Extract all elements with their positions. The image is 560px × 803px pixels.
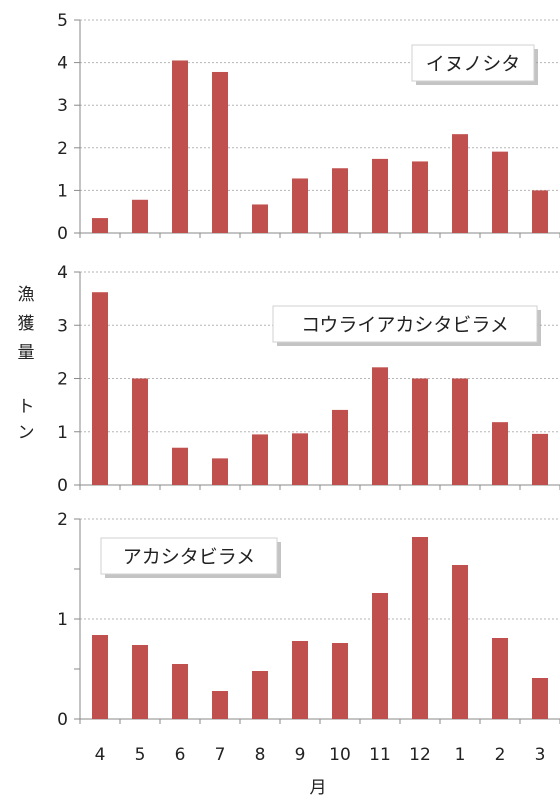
x-tick-label: 7 [215,745,226,765]
x-tick-label: 12 [409,745,431,765]
y-tick-label: 4 [57,54,68,74]
bar-1 [452,378,468,485]
y-tick-label: 0 [57,476,68,496]
bar-11 [372,593,388,719]
x-tick-label: 6 [175,745,186,765]
panel-title: コウライアカシタビラメ [301,314,509,336]
y-tick-label: 0 [57,224,68,244]
bar-10 [332,409,348,485]
bar-6 [172,447,188,485]
y-axis-label-char: ト [18,397,35,417]
bar-8 [252,671,268,719]
x-tick-label: 9 [295,745,306,765]
bar-3 [532,190,548,233]
bar-9 [292,433,308,485]
bar-7 [212,71,228,233]
y-tick-label: 3 [57,96,68,116]
y-tick-label: 2 [57,370,68,390]
panel-title: イヌノシタ [426,53,521,75]
x-tick-label: 2 [495,745,506,765]
bar-4 [92,292,108,485]
bar-12 [412,537,428,719]
x-tick-label: 5 [135,745,146,765]
bar-3 [532,678,548,719]
x-tick-label: 11 [369,745,391,765]
bar-2 [492,638,508,719]
x-axis-label: 月 [310,778,327,798]
bar-12 [412,161,428,233]
bar-1 [452,134,468,233]
bar-5 [132,378,148,485]
x-tick-label: 10 [329,745,351,765]
panel-title: アカシタビラメ [123,546,255,568]
bar-6 [172,664,188,719]
y-tick-label: 2 [57,510,68,530]
y-axis-label-char: 獲 [18,314,35,334]
bar-9 [292,641,308,719]
bar-10 [332,168,348,233]
bar-1 [452,565,468,719]
y-tick-label: 4 [57,263,68,283]
y-tick-label: 1 [57,610,68,630]
x-tick-label: 1 [455,745,466,765]
bar-7 [212,691,228,719]
bar-4 [92,635,108,719]
bar-5 [132,645,148,719]
y-axis-label-char: 漁 [18,285,35,305]
bar-12 [412,378,428,485]
panel-title-box [272,305,538,343]
bar-6 [172,60,188,233]
bar-2 [492,422,508,485]
bar-11 [372,367,388,485]
y-tick-label: 1 [57,181,68,201]
y-tick-label: 5 [57,11,68,31]
bar-8 [252,434,268,485]
y-tick-label: 1 [57,423,68,443]
x-tick-label: 8 [255,745,266,765]
bar-5 [132,199,148,233]
y-tick-label: 2 [57,139,68,159]
bar-10 [332,643,348,719]
bar-4 [92,218,108,233]
panel-title-box [411,44,535,82]
y-axis-label-char: ン [18,423,35,443]
bar-3 [532,433,548,485]
bar-11 [372,158,388,233]
bar-7 [212,458,228,485]
bar-2 [492,151,508,233]
bar-8 [252,204,268,233]
y-axis-label-char: 量 [18,343,35,363]
panel-title-box [100,537,278,575]
y-tick-label: 3 [57,316,68,336]
y-tick-label: 0 [57,710,68,730]
x-tick-label: 3 [535,745,546,765]
x-tick-label: 4 [95,745,106,765]
bar-9 [292,178,308,233]
